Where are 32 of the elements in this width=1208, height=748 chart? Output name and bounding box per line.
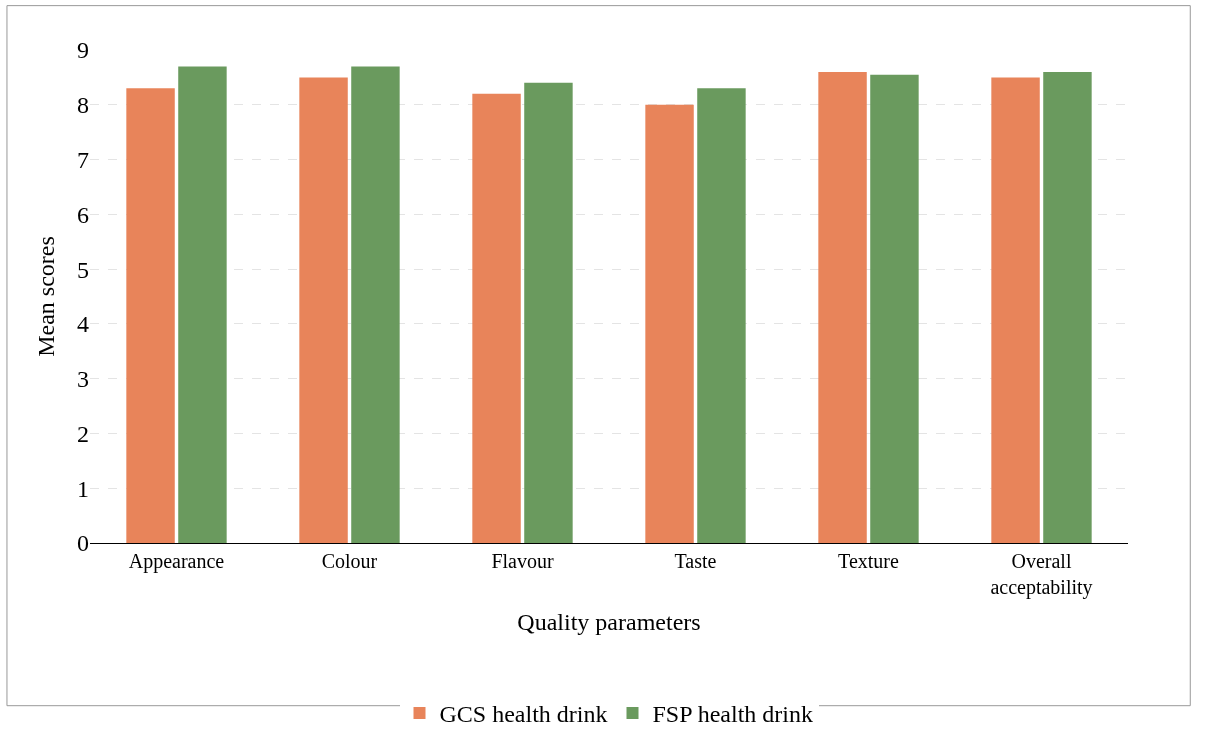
x-tick-label: Overall acceptability	[990, 550, 1093, 599]
bar	[178, 66, 227, 543]
legend-label: GCS health drink	[439, 701, 608, 728]
bar	[697, 88, 746, 543]
y-tick-label: 0	[77, 530, 89, 557]
y-tick-label: 1	[77, 475, 89, 502]
bar	[645, 104, 694, 543]
y-tick-label: 6	[77, 201, 89, 228]
y-tick-label: 7	[77, 146, 89, 173]
x-tick-label: Flavour	[491, 550, 554, 572]
bar	[351, 66, 400, 543]
legend-label: FSP health drink	[652, 701, 813, 728]
x-tick-label: Taste	[674, 550, 717, 572]
y-tick-label: 2	[77, 420, 89, 447]
bar	[1043, 71, 1092, 543]
y-tick-label: 8	[77, 92, 89, 119]
bar	[299, 77, 348, 543]
y-axis-title: Mean scores	[33, 236, 60, 357]
bar	[524, 82, 573, 543]
y-tick-label: 5	[77, 256, 89, 283]
bar	[991, 77, 1040, 543]
y-tick-label: 9	[77, 37, 89, 64]
x-axis-title: Quality parameters	[517, 609, 701, 636]
bar	[818, 71, 867, 543]
x-tick-label: Texture	[838, 550, 900, 572]
bar	[870, 74, 919, 543]
bar	[126, 88, 175, 543]
x-tick-label: Colour	[321, 550, 378, 572]
bar	[472, 93, 521, 543]
y-tick-label: 3	[77, 366, 89, 393]
y-tick-label: 4	[77, 311, 89, 338]
x-tick-label: Appearance	[128, 550, 225, 573]
